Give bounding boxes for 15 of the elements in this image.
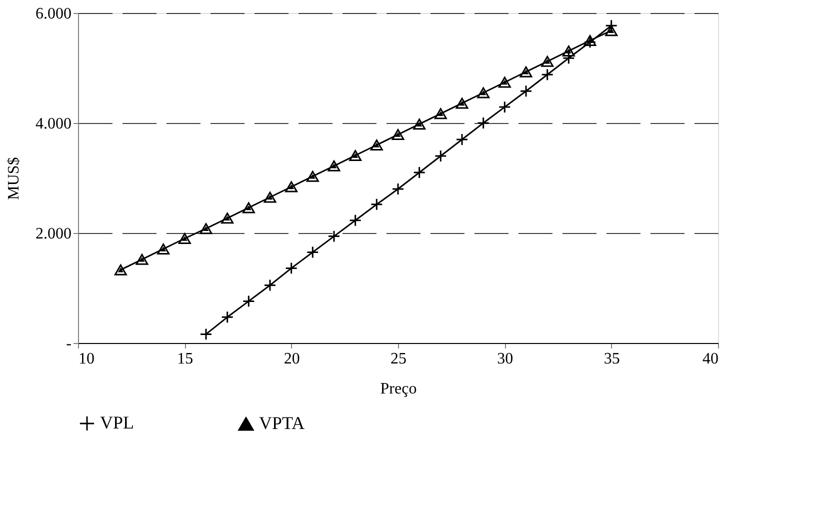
x-tick-label: 20 — [284, 350, 300, 368]
y-tick-label: - — [66, 336, 72, 352]
x-tick-label: 15 — [177, 350, 194, 368]
legend-label: VPL — [100, 412, 134, 432]
x-tick-label: 25 — [390, 350, 406, 368]
y-tick-label: 2.000 — [36, 226, 72, 242]
x-tick-label: 10 — [78, 350, 94, 368]
y-tick-label: 6.000 — [36, 6, 72, 22]
y-tick-label: 4.000 — [36, 116, 72, 132]
legend-label: VPTA — [259, 412, 305, 433]
x-axis-title: Preço — [380, 380, 417, 398]
x-tick-label: 40 — [702, 350, 718, 368]
x-tick-label: 35 — [604, 350, 620, 368]
x-tick-label: 30 — [497, 350, 514, 368]
y-axis-title: MUS$ — [6, 157, 22, 200]
